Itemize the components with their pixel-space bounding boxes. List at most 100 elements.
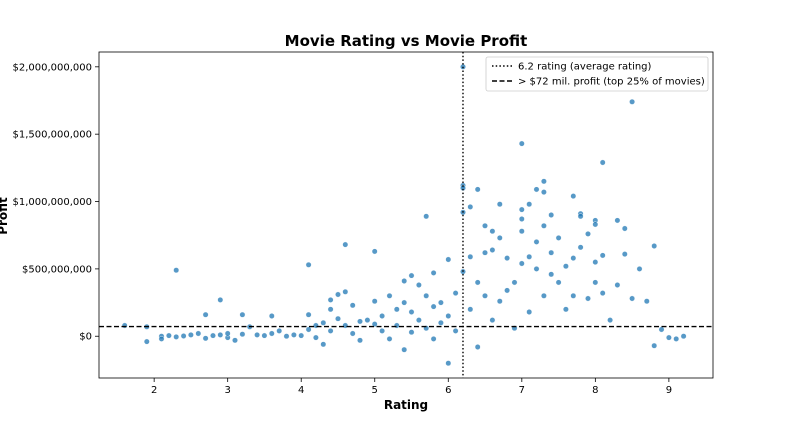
data-point [555,279,562,286]
plot-area-frame [98,51,714,379]
data-point [342,288,349,295]
data-point [518,216,525,222]
data-point [621,225,628,232]
reference-lines-layer [99,52,713,378]
data-point [357,318,363,325]
data-point [187,331,194,338]
data-point [636,265,643,272]
data-point [305,261,312,268]
legend-entry-average-rating: 6.2 rating (average rating) [518,62,652,73]
data-point [585,295,591,302]
data-point [496,298,503,305]
data-point [504,287,510,294]
data-point [379,313,385,319]
data-point [217,296,224,303]
y-tick-label: $0 [79,332,92,343]
y-axis-title: Profit [0,197,10,235]
data-point [673,335,680,342]
x-tick-label: 3 [224,385,230,396]
data-point [599,290,606,296]
data-point [474,279,481,286]
data-point [415,282,422,288]
data-point [261,332,268,339]
data-point [643,298,650,305]
data-point [320,341,327,348]
data-point [474,344,481,350]
data-point [276,327,283,334]
x-tick-label: 7 [519,385,525,396]
data-point [298,332,305,339]
data-point [482,249,488,256]
data-point [599,252,606,259]
data-point [489,317,496,323]
data-point [680,333,687,340]
data-point [555,234,562,241]
data-point [570,193,577,200]
x-axis-title: Rating [384,398,428,412]
data-point [393,306,400,313]
data-point [496,201,503,208]
data-point [408,329,415,336]
legend: 6.2 rating (average rating) > $72 mil. p… [485,56,709,92]
data-point [371,321,378,327]
data-point [666,334,672,341]
data-point [180,333,187,339]
data-point [607,317,613,323]
data-point [423,292,430,299]
data-point [202,335,209,342]
data-point [342,241,349,248]
data-point [577,213,584,220]
data-point [312,334,319,341]
data-point [408,272,415,279]
data-point [651,243,658,249]
data-point [599,159,606,166]
data-point [592,221,599,228]
x-tick-label: 5 [372,385,378,396]
data-point [526,309,533,315]
data-point [430,269,437,276]
data-point [195,330,202,337]
data-point [467,253,474,260]
data-point [401,346,408,353]
data-point [217,331,224,338]
data-point [364,317,371,323]
data-point [658,326,665,333]
data-point [614,282,621,288]
x-tick-label: 9 [666,385,672,396]
x-axis: 2 3 4 5 6 7 8 9 [151,378,672,396]
legend-entry-profit-threshold: > $72 mil. profit (top 25% of movies) [518,77,705,88]
data-point [518,260,525,267]
data-point [239,331,246,338]
data-point [541,178,547,185]
data-point [305,311,312,318]
data-point [445,256,452,263]
data-point [570,255,577,262]
data-point [526,253,533,260]
data-point [239,311,246,318]
data-point [467,306,474,313]
data-point [577,244,584,251]
data-point [386,335,393,342]
data-point [202,311,209,318]
y-tick-label: $500,000,000 [22,264,92,275]
data-point [474,186,481,193]
data-point [327,306,334,313]
data-point [305,326,312,333]
data-point [232,337,238,344]
data-point [482,292,488,299]
data-point [445,360,452,367]
data-point [393,322,400,329]
data-point [437,299,444,306]
data-point [518,228,525,235]
data-point [401,278,408,284]
data-point [452,327,459,334]
data-point [489,247,496,253]
y-tick-label: $1,000,000,000 [12,197,92,208]
x-tick-label: 4 [298,385,304,396]
data-point [254,331,261,338]
data-point [526,201,533,208]
data-point [504,255,510,262]
data-point [614,217,621,224]
